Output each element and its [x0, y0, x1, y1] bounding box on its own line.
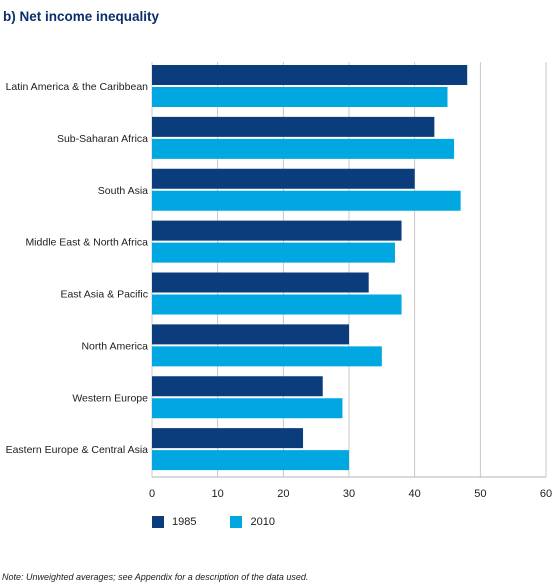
category-label: Sub-Saharan Africa — [57, 133, 148, 145]
legend-swatch-2010 — [230, 516, 243, 528]
category-label: East Asia & Pacific — [60, 289, 148, 301]
chart-title: b) Net income inequality — [3, 9, 160, 24]
x-tick-label: 40 — [409, 488, 421, 500]
legend-swatch-1985 — [152, 516, 164, 528]
bar-2010-1 — [152, 138, 455, 159]
chart-note: Note: Unweighted averages; see Appendix … — [2, 572, 309, 582]
bar-2010-5 — [152, 346, 382, 367]
x-tick-label: 50 — [474, 488, 486, 500]
legend-item-2010: 2010 — [230, 516, 275, 528]
category-label: Western Europe — [72, 392, 148, 404]
bar-1985-7 — [152, 428, 304, 449]
legend-label-2010: 2010 — [250, 516, 275, 528]
category-label: Latin America & the Caribbean — [6, 81, 149, 93]
bar-1985-5 — [152, 324, 349, 345]
category-label: Middle East & North Africa — [25, 237, 148, 249]
x-tick-label: 60 — [540, 488, 552, 500]
bar-1985-0 — [152, 65, 468, 85]
bar-1985-1 — [152, 116, 435, 137]
bar-2010-2 — [152, 190, 461, 211]
bar-2010-3 — [152, 242, 395, 263]
x-tick-label: 10 — [212, 488, 224, 500]
bar-2010-4 — [152, 294, 402, 315]
bar-1985-6 — [152, 376, 323, 397]
legend: 1985 2010 — [152, 516, 309, 528]
bar-1985-2 — [152, 168, 415, 189]
category-label: North America — [81, 340, 148, 352]
bar-1985-3 — [152, 220, 402, 241]
x-tick-label: 30 — [343, 488, 355, 500]
category-label: South Asia — [98, 185, 148, 197]
legend-label-1985: 1985 — [172, 516, 197, 528]
bar-2010-0 — [152, 87, 448, 107]
bar-1985-4 — [152, 272, 369, 293]
category-label: Eastern Europe & Central Asia — [6, 444, 149, 456]
bar-2010-7 — [152, 450, 349, 471]
x-tick-label: 0 — [149, 488, 155, 500]
x-tick-label: 20 — [277, 488, 289, 500]
bar-2010-6 — [152, 398, 343, 419]
legend-item-1985: 1985 — [152, 516, 196, 528]
